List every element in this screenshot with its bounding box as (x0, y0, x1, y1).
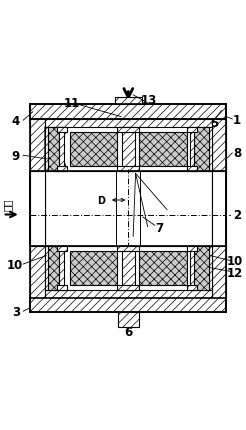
Bar (31, 298, 226, 313)
Text: 9: 9 (12, 149, 20, 163)
Bar (31, 246, 45, 298)
Bar (187, 166, 197, 172)
Bar (57, 285, 67, 291)
Text: 7: 7 (156, 222, 164, 235)
Bar (48, 127, 60, 172)
Bar (117, 127, 139, 133)
Text: 12: 12 (227, 267, 243, 280)
Bar (194, 127, 209, 172)
Bar (117, 166, 139, 172)
Text: 4: 4 (12, 114, 20, 127)
Text: 13: 13 (141, 94, 157, 107)
Bar (117, 246, 139, 252)
Text: 8: 8 (233, 147, 241, 160)
Bar (190, 246, 194, 291)
Polygon shape (45, 127, 65, 172)
Bar (187, 285, 197, 291)
Bar (209, 246, 212, 291)
Bar (70, 133, 117, 166)
Bar (190, 127, 194, 172)
Bar (187, 127, 197, 133)
Bar (139, 133, 187, 166)
Bar (45, 246, 48, 291)
Bar (45, 291, 212, 298)
Polygon shape (45, 127, 65, 133)
Bar (122, 246, 135, 291)
Bar (139, 252, 187, 285)
Text: 3: 3 (12, 305, 20, 318)
Text: 轴向: 轴向 (3, 198, 13, 210)
Bar (57, 166, 67, 172)
Bar (122, 127, 135, 172)
Bar (45, 172, 212, 246)
Text: 10: 10 (227, 254, 243, 267)
Bar (57, 246, 67, 252)
Bar (31, 172, 45, 246)
Bar (48, 246, 60, 291)
Bar (57, 127, 67, 133)
Bar (45, 127, 48, 172)
Text: 5: 5 (210, 117, 218, 130)
Text: 2: 2 (233, 209, 241, 221)
Bar (70, 252, 117, 285)
Bar (45, 120, 212, 127)
Text: D: D (97, 196, 105, 206)
Bar (115, 98, 142, 105)
Bar (194, 246, 209, 291)
Bar (31, 120, 45, 172)
Bar (118, 313, 138, 327)
Bar (187, 246, 197, 252)
Text: 11: 11 (63, 96, 80, 109)
Bar (60, 127, 64, 172)
Text: 10: 10 (7, 258, 23, 271)
Text: 6: 6 (124, 325, 132, 338)
Bar (31, 105, 226, 120)
Text: 1: 1 (233, 113, 241, 126)
Bar (212, 172, 226, 246)
Bar (209, 127, 212, 172)
Bar (212, 246, 226, 298)
Bar (60, 246, 64, 291)
Bar (117, 285, 139, 291)
Bar (212, 120, 226, 172)
